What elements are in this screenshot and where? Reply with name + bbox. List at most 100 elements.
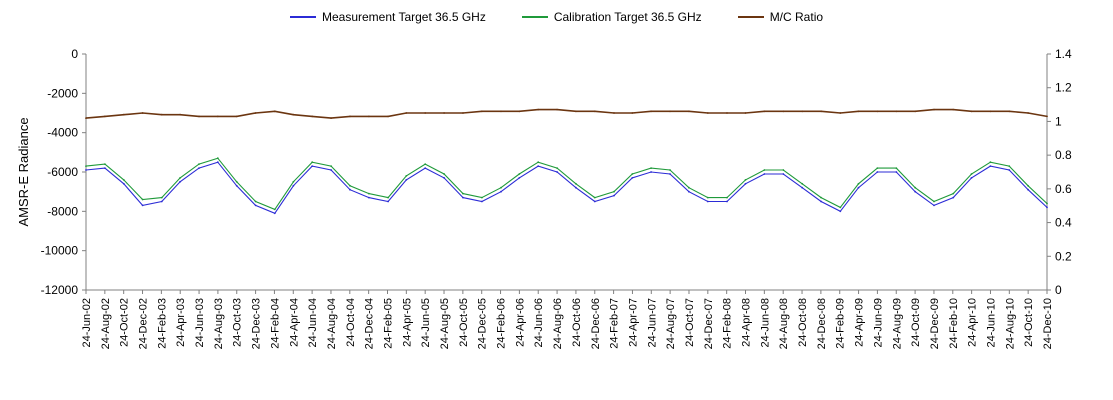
x-tick-label: 24-Jun-10 — [985, 298, 997, 348]
data-point — [556, 108, 558, 111]
data-point — [706, 200, 709, 203]
data-point — [1046, 206, 1048, 209]
data-point — [593, 110, 596, 113]
data-point — [726, 112, 728, 114]
y2-tick-label: 1.4 — [1055, 47, 1072, 61]
x-tick-label: 24-Aug-07 — [665, 298, 677, 349]
data-point — [424, 163, 427, 166]
x-tick-label: 24-Oct-09 — [910, 298, 922, 347]
data-point — [160, 200, 163, 203]
data-point — [330, 117, 332, 119]
x-tick-label: 24-Jun-07 — [646, 298, 658, 348]
x-tick-label: 24-Aug-08 — [778, 298, 790, 349]
x-tick-label: 24-Jun-03 — [194, 298, 206, 348]
legend-label-ratio: M/C Ratio — [769, 10, 824, 24]
data-point — [1008, 110, 1011, 113]
data-point — [575, 110, 577, 113]
x-tick-label: 24-Oct-08 — [797, 298, 809, 347]
data-point — [631, 173, 634, 175]
data-point — [895, 167, 898, 170]
data-point — [593, 196, 596, 199]
data-point — [914, 186, 917, 189]
data-point — [481, 200, 483, 203]
y-axis-title: AMSR-E Radiance — [16, 117, 31, 226]
data-point — [368, 192, 370, 195]
data-point — [179, 180, 182, 183]
data-point — [744, 112, 747, 114]
data-point — [198, 163, 200, 166]
data-point — [462, 192, 464, 195]
data-point — [368, 196, 370, 199]
data-point — [763, 169, 766, 171]
data-point — [292, 184, 295, 187]
data-point — [405, 179, 408, 181]
x-tick-label: 24-Jun-04 — [307, 298, 319, 348]
data-point — [631, 112, 634, 114]
data-point — [801, 182, 804, 185]
data-point — [669, 110, 671, 113]
data-point — [970, 173, 973, 175]
data-point — [122, 179, 125, 181]
y-tick-label: -6000 — [47, 165, 78, 179]
x-tick-label: 24-Oct-10 — [1023, 298, 1035, 347]
data-point — [575, 182, 577, 185]
series-line — [85, 157, 1048, 211]
data-point — [631, 177, 634, 179]
x-tick-label: 24-Apr-08 — [741, 298, 753, 347]
data-point — [801, 110, 804, 113]
data-point — [311, 115, 314, 118]
data-point — [405, 112, 408, 114]
data-point — [706, 196, 709, 199]
data-point — [839, 206, 842, 209]
x-tick-label: 24-Apr-05 — [401, 298, 413, 347]
data-point — [235, 115, 238, 118]
data-point — [857, 110, 860, 113]
data-point — [989, 165, 992, 168]
data-point — [688, 190, 690, 193]
legend-item-ratio: M/C Ratio — [737, 10, 824, 24]
x-tick-label: 24-Jun-06 — [533, 298, 545, 348]
x-tick-label: 24-Feb-07 — [609, 298, 621, 349]
data-point — [989, 161, 992, 164]
x-tick-label: 24-Dec-03 — [251, 298, 263, 349]
data-point — [500, 110, 502, 113]
x-tick-label: 24-Apr-07 — [627, 298, 639, 347]
data-point — [104, 163, 106, 166]
data-point — [575, 186, 577, 189]
data-point — [688, 110, 690, 113]
legend-swatch-calibration — [521, 16, 548, 18]
x-tick-label: 24-Aug-04 — [326, 298, 338, 349]
data-point — [160, 196, 163, 199]
data-point — [368, 115, 370, 118]
data-point — [933, 204, 935, 207]
x-tick-label: 24-Oct-03 — [232, 298, 244, 347]
data-point — [330, 165, 332, 168]
x-tick-label: 24-Oct-05 — [458, 298, 470, 347]
data-point — [330, 169, 332, 171]
x-tick-label: 24-Feb-08 — [722, 298, 734, 349]
data-point — [537, 161, 540, 164]
data-point — [556, 167, 558, 170]
y2-tick-label: 1 — [1055, 114, 1062, 128]
x-tick-label: 24-Apr-09 — [854, 298, 866, 347]
data-point — [387, 115, 389, 118]
data-point — [820, 200, 822, 203]
data-point — [235, 180, 238, 183]
data-point — [1008, 169, 1011, 171]
data-point — [556, 171, 558, 173]
data-point — [537, 108, 540, 111]
y2-tick-label: 0.8 — [1055, 148, 1072, 162]
x-tick-label: 24-Feb-06 — [496, 298, 508, 349]
series-line — [85, 161, 1048, 214]
x-tick-label: 24-Oct-07 — [684, 298, 696, 347]
data-point — [820, 110, 822, 113]
data-point — [669, 169, 671, 171]
data-point — [387, 196, 389, 199]
data-point — [952, 196, 955, 199]
y-tick-label: -4000 — [47, 126, 78, 140]
data-point — [593, 200, 596, 203]
data-point — [349, 115, 351, 118]
data-point — [688, 186, 690, 189]
x-tick-label: 24-Dec-02 — [138, 298, 150, 349]
